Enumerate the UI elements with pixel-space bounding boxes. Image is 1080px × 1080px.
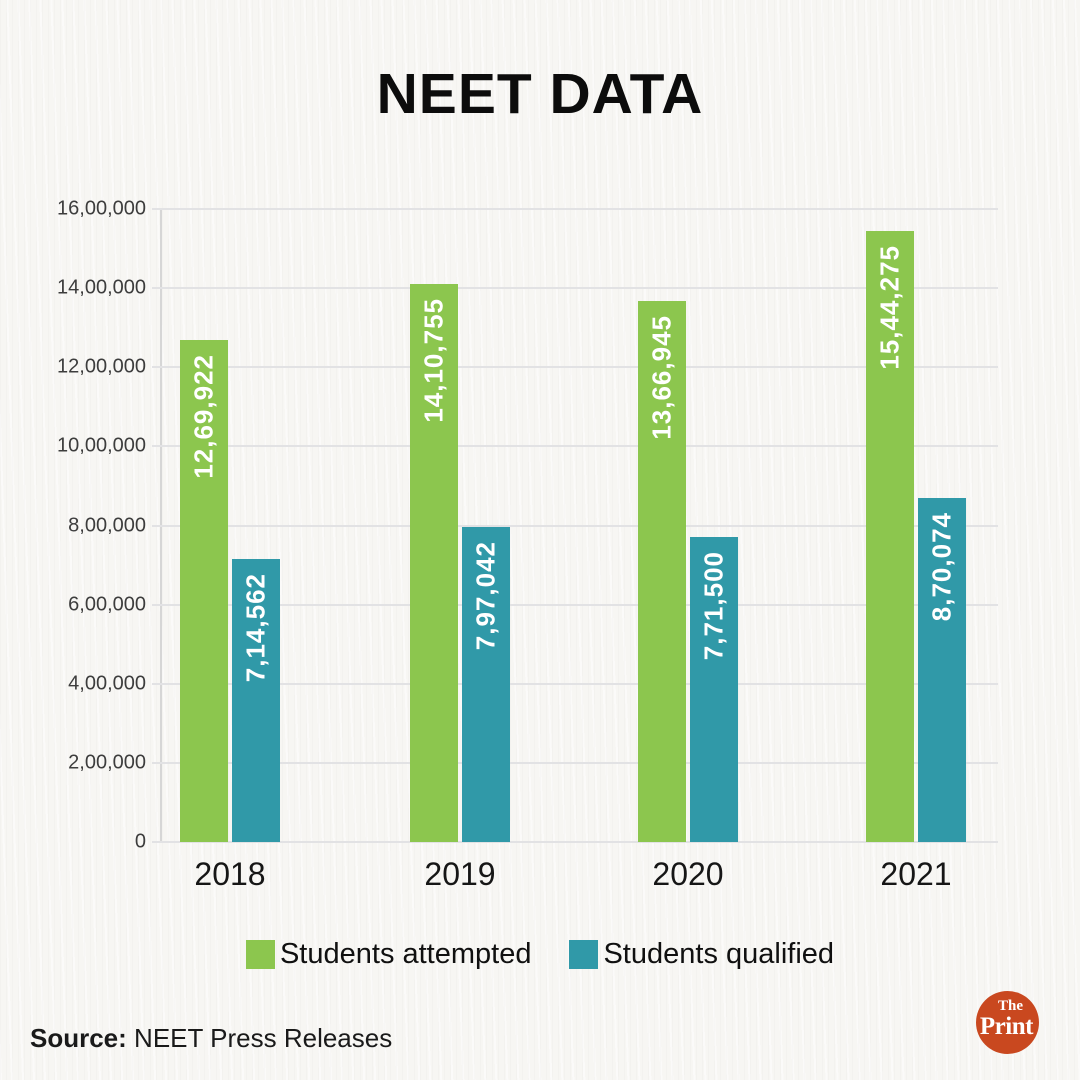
x-axis-label-2019: 2019 [424,856,496,892]
bar-qualified-2019: 7,97,042 [462,526,510,842]
bar-value-label: 7,97,042 [470,540,501,650]
source-prefix: Source: [30,1023,127,1053]
legend-item-qualified: Students qualified [569,938,834,971]
bar-value-label: 7,71,500 [698,550,729,660]
y-axis-tick-label: 2,00,000 [68,751,146,774]
bar-value-label: 14,10,755 [418,297,449,423]
x-axis-label-2021: 2021 [880,856,952,892]
legend-swatch-attempted-icon [245,940,275,969]
legend-label-attempted: Students attempted [279,938,532,970]
bar-group-2018: 12,69,922 7,14,562 2018 [180,209,280,892]
gridline [152,366,998,369]
gridline [152,682,998,685]
theprint-logo: The Print [976,991,1039,1054]
y-axis-tick-label: 12,00,000 [57,355,146,378]
gridline [152,603,998,606]
bar-qualified-2018: 7,14,562 [232,559,280,842]
source-note: Source: NEET Press Releases [30,1023,392,1054]
y-axis-tick-label: 10,00,000 [57,434,146,457]
gridline [152,761,998,764]
bar-value-label: 7,14,562 [240,573,271,683]
gridline [152,287,998,290]
gridline [152,208,998,210]
y-axis-tick-label: 4,00,000 [68,672,146,695]
bar-attempted-2021: 15,44,275 [866,231,914,842]
bar-qualified-2021: 8,70,074 [918,497,966,842]
plot-area: 0 2,00,000 4,00,000 6,00,000 8,00,000 10,00,0… [57,198,998,892]
bar-group-2019: 14,10,755 7,97,042 2019 [410,209,510,892]
y-axis-tick-label: 6,00,000 [68,593,146,616]
logo-line2: Print [979,1013,1034,1040]
bar-attempted-2020: 13,66,945 [638,301,686,842]
gridline [152,841,998,843]
chart-title: NEET DATA [376,62,704,126]
logo-line1: The [997,998,1024,1014]
gridline [152,524,998,527]
legend-item-attempted: Students attempted [245,938,532,971]
bar-qualified-2020: 7,71,500 [690,536,738,842]
x-axis-label-2018: 2018 [194,856,266,892]
legend-swatch-qualified-icon [569,940,599,969]
bar-value-label: 15,44,275 [874,245,905,370]
bar-attempted-2019: 14,10,755 [410,283,458,842]
bar-value-label: 13,66,945 [646,315,677,440]
y-axis-tick-label: 14,00,000 [57,276,146,299]
bar-group-2021: 15,44,275 8,70,074 2021 [866,209,966,892]
bar-value-label: 8,70,074 [926,511,957,621]
legend: Students attempted Students qualified [0,938,1080,971]
gridline [152,445,998,448]
bar-group-2020: 13,66,945 7,71,500 2020 [638,209,738,892]
y-axis-tick-label: 16,00,000 [57,197,146,220]
bar-value-label: 12,69,922 [188,353,219,479]
source-text: NEET Press Releases [134,1023,393,1053]
legend-label-qualified: Students qualified [603,938,835,970]
x-axis-label-2020: 2020 [652,856,724,892]
bar-attempted-2018: 12,69,922 [180,339,228,842]
y-axis-tick-label: 0 [134,830,146,853]
y-axis-tick-label: 8,00,000 [68,514,146,536]
